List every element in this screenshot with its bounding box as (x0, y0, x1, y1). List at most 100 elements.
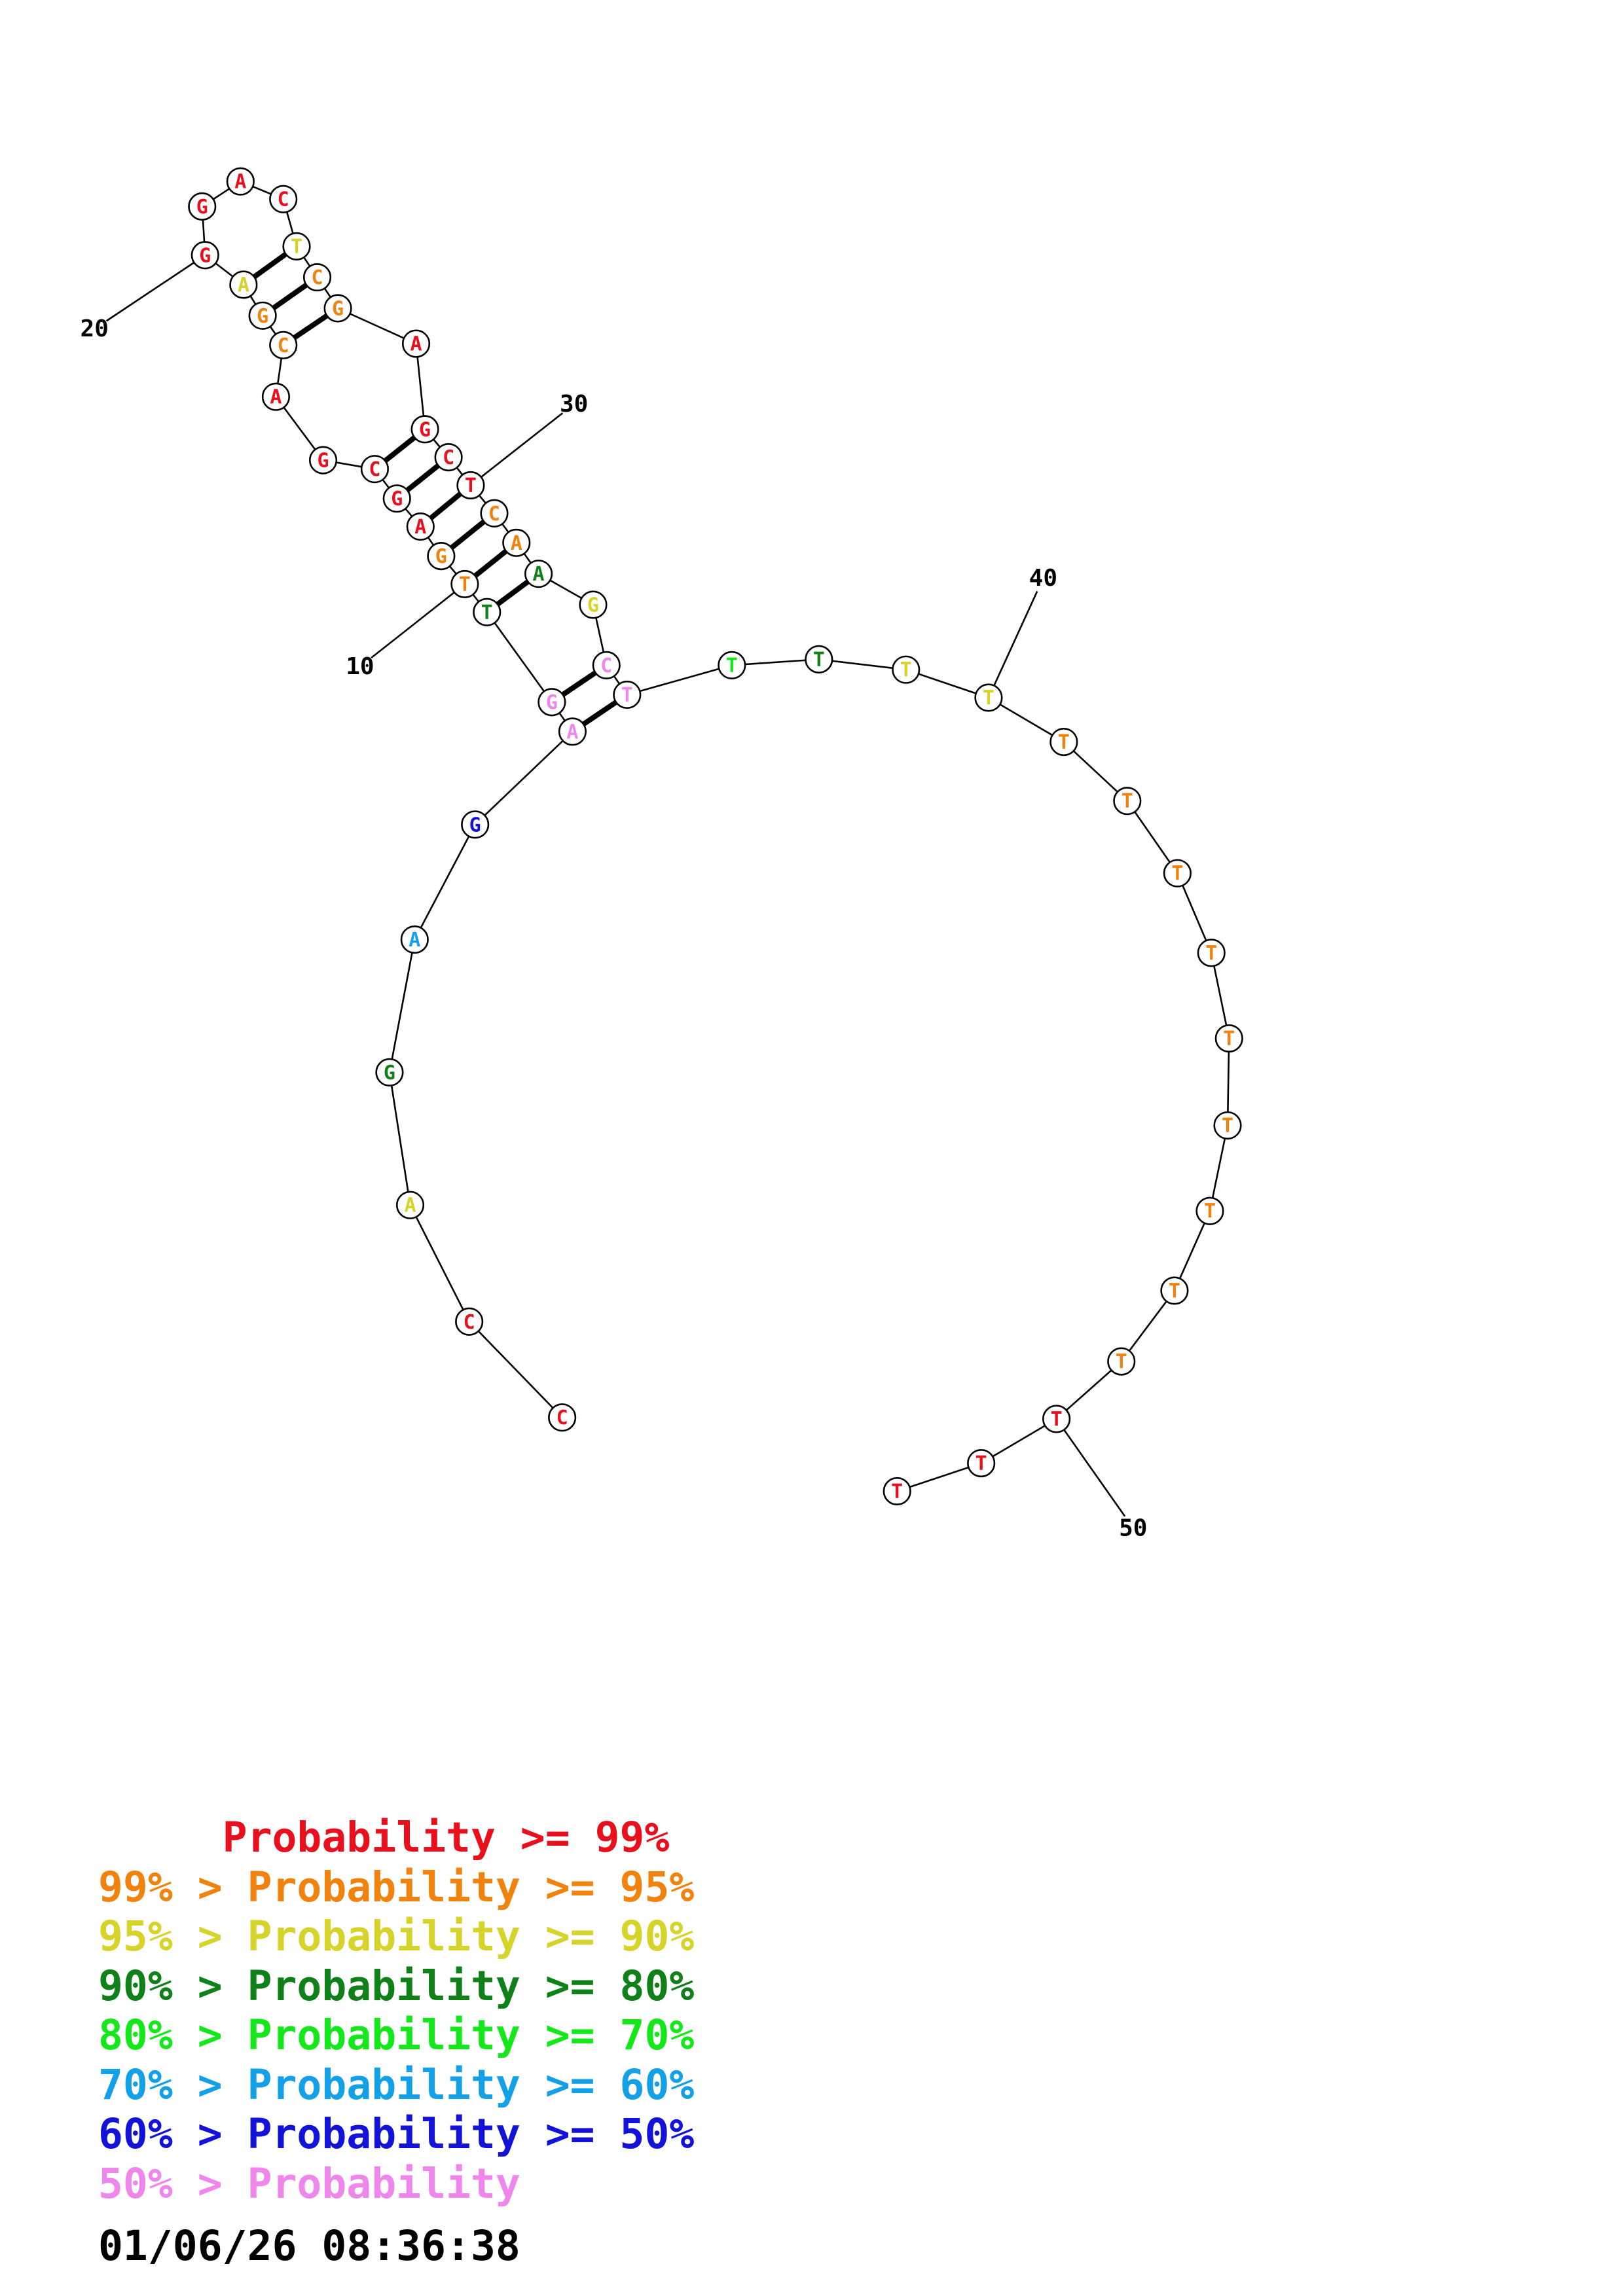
nucleotide-circle (502, 528, 531, 557)
nucleotide-circle (450, 569, 479, 599)
position-label-30: 30 (560, 391, 588, 418)
position-ticks (105, 254, 1126, 1517)
legend-entry: 60% > Probability >= 50% (98, 2110, 695, 2158)
nucleotide-3: A (395, 1191, 425, 1219)
nucleotide-circle (558, 717, 587, 746)
position-tick-10 (371, 583, 465, 659)
nucleotide-letter: T (1223, 1028, 1235, 1050)
nucleotide-circle (1113, 787, 1142, 816)
backbone (201, 180, 1230, 1492)
nucleotide-circle (382, 484, 411, 513)
nucleotide-circle (248, 301, 277, 330)
legend-entry: 99% > Probability >= 95% (98, 1863, 695, 1911)
nucleotide-letter: C (556, 1407, 568, 1429)
nucleotide-letter: C (312, 266, 323, 289)
nucleotide-29: C (434, 443, 463, 472)
nucleotide-letter: G (419, 418, 431, 441)
position-label-40: 40 (1029, 565, 1057, 592)
nucleotide-letter: T (1205, 942, 1217, 965)
nucleotide-letter: G (391, 488, 403, 511)
nucleotide-letter: G (199, 244, 211, 267)
nucleotide-7: A (558, 717, 587, 746)
nucleotide-41: T (1049, 727, 1078, 757)
nucleotide-letter: T (1116, 1351, 1127, 1374)
nucleotide-1: C (548, 1403, 577, 1432)
position-label-10: 10 (346, 653, 374, 680)
nucleotide-13: G (382, 484, 411, 513)
nucleotide-letter: A (270, 386, 282, 409)
nucleotide-letter: G (384, 1062, 395, 1085)
nucleotide-circle (473, 598, 501, 626)
nucleotide-letter: T (1204, 1200, 1216, 1223)
nucleotide-5: A (400, 925, 429, 954)
backbone-line (201, 180, 1230, 1492)
nucleotide-letter: A (409, 929, 420, 952)
nucleotide-14: C (360, 455, 390, 484)
nucleotide-letter: T (983, 687, 994, 709)
nucleotide-letter: T (481, 601, 493, 624)
nucleotide-circle (718, 651, 746, 679)
nucleotide-9: T (473, 598, 501, 626)
legend-entry: Probability >= 99% (98, 1814, 670, 1861)
nucleotide-17: C (269, 331, 298, 359)
nucleotide-letter: G (546, 691, 558, 714)
nucleotide-45: T (1214, 1024, 1243, 1053)
nucleotide-circle (524, 560, 553, 588)
nucleotide-circle (592, 651, 621, 679)
nucleotide-circle (360, 455, 390, 484)
nucleotide-10: T (450, 569, 479, 599)
nucleotide-50: T (1042, 1405, 1071, 1433)
nucleotide-circle (1214, 1024, 1243, 1053)
nucleotide-42: T (1113, 787, 1142, 816)
nucleotide-circle (282, 232, 311, 260)
nucleotide-letter: T (1171, 863, 1183, 886)
nucleotide-24: T (282, 232, 311, 260)
nucleotide-circle (461, 810, 490, 839)
legend-entry: 50% > Probability (98, 2159, 520, 2208)
nucleotide-44: T (1197, 939, 1226, 967)
nucleotide-circle (427, 542, 456, 571)
nucleotide-4: G (375, 1058, 404, 1086)
nucleotide-letter: T (1122, 790, 1133, 813)
nucleotide-39: T (892, 655, 921, 684)
nucleotide-43: T (1163, 859, 1192, 888)
nucleotide-circle (456, 471, 485, 500)
nucleotide-letter: T (291, 236, 302, 259)
nucleotide-letter: T (813, 649, 825, 672)
nucleotide-circle (406, 512, 435, 541)
nucleotide-30: T (456, 471, 485, 500)
nucleotide-circle (538, 688, 566, 717)
nucleotide-letter: A (511, 532, 522, 555)
nucleotide-letter: A (533, 563, 545, 586)
nucleotide-circle (226, 167, 255, 196)
nucleotide-circle (548, 1403, 577, 1432)
nucleotide-circle (269, 331, 298, 359)
nucleotide-circle (892, 655, 921, 684)
nucleotide-circle (1107, 1347, 1136, 1376)
nucleotide-33: A (524, 560, 553, 588)
position-tick-30 (470, 412, 564, 486)
nucleotide-letter: C (600, 655, 612, 677)
nucleotide-2: C (455, 1307, 484, 1336)
nucleotide-circle (1195, 1196, 1224, 1225)
nucleotide-circle (400, 925, 429, 954)
nucleotide-circle (883, 1477, 911, 1506)
nucleotide-letter: T (976, 1452, 987, 1475)
nucleotide-circle (967, 1449, 996, 1478)
nucleotide-circle (1160, 1276, 1189, 1305)
nucleotide-letter: T (1222, 1115, 1233, 1138)
nucleotide-18: G (248, 301, 277, 330)
nucleotide-circle (1197, 939, 1226, 967)
nucleotide-31: C (480, 499, 509, 528)
legend-entry: 70% > Probability >= 60% (98, 2060, 695, 2109)
nucleotide-34: G (579, 590, 608, 619)
nucleotide-40: T (974, 683, 1003, 712)
position-tick-40 (987, 590, 1038, 698)
nucleotide-letter: G (318, 450, 329, 473)
nucleotide-letter: T (621, 684, 633, 707)
nucleotide-circle (410, 415, 439, 444)
nucleotide-16: A (261, 382, 291, 411)
nucleotide-circle (480, 499, 509, 528)
